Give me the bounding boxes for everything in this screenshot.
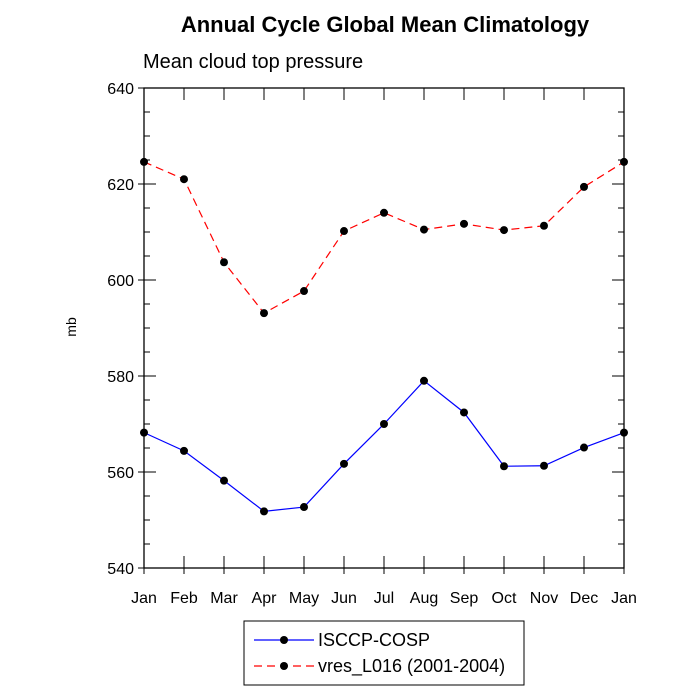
x-tick-label: Oct: [492, 590, 517, 607]
x-tick-label: Mar: [210, 590, 238, 607]
data-point-0-9: [500, 462, 508, 471]
data-point-1-2: [220, 258, 228, 267]
data-point-0-0: [140, 428, 148, 437]
data-point-1-4: [300, 287, 308, 296]
data-point-1-8: [460, 219, 468, 228]
x-tick-label: Apr: [252, 590, 278, 607]
chart-subtitle: Mean cloud top pressure: [143, 51, 363, 73]
data-point-1-9: [500, 226, 508, 235]
data-point-1-6: [380, 208, 388, 217]
x-tick-label: Sep: [450, 590, 479, 607]
x-tick-label: May: [289, 590, 319, 607]
axis-ticks: [138, 87, 625, 574]
data-point-0-5: [340, 459, 348, 468]
data-point-1-7: [420, 225, 428, 234]
y-tick-label: 580: [107, 369, 134, 386]
data-point-1-11: [580, 182, 588, 191]
x-tick-label: Dec: [570, 590, 598, 607]
y-tick-label: 620: [107, 177, 134, 194]
x-tick-label: Jan: [131, 590, 157, 607]
data-point-1-5: [340, 227, 348, 236]
data-point-0-8: [460, 408, 468, 417]
series-line-0: [143, 379, 625, 512]
data-point-1-3: [260, 309, 268, 318]
data-point-1-12: [620, 157, 628, 166]
data-point-0-3: [260, 507, 268, 516]
series-line-1: [143, 161, 625, 314]
data-point-1-1: [180, 175, 188, 184]
data-point-1-10: [540, 221, 548, 230]
data-point-1-0: [140, 157, 148, 166]
legend: ISCCP-COSP vres_L016 (2001-2004): [243, 620, 525, 686]
legend-label-isccp-cosp: ISCCP-COSP: [318, 630, 430, 650]
legend-label-vres-l016: vres_L016 (2001-2004): [318, 656, 505, 677]
data-point-0-1: [180, 446, 188, 455]
y-tick-label: 560: [107, 465, 134, 482]
data-point-0-11: [580, 443, 588, 452]
y-tick-label: 540: [107, 561, 134, 578]
legend-box: [243, 620, 525, 686]
chart-title: Annual Cycle Global Mean Climatology: [181, 12, 590, 37]
x-tick-label: Feb: [170, 590, 198, 607]
plot-frame: [143, 87, 625, 569]
y-tick-label: 600: [107, 273, 134, 290]
x-tick-label: Nov: [530, 590, 558, 607]
x-tick-label: Aug: [410, 590, 438, 607]
data-point-0-6: [380, 420, 388, 428]
y-axis-label: mb: [63, 317, 79, 337]
x-tick-label: Jul: [374, 590, 394, 607]
tick-labels: Jan Feb Mar Apr May Jun Jul Aug Sep Oct Nov Dec Jan 5…: [107, 81, 637, 607]
data-point-0-7: [420, 376, 428, 385]
x-tick-label: Jun: [331, 590, 357, 607]
legend-marker-isccp-cosp: [280, 636, 288, 644]
data-point-0-12: [620, 428, 628, 437]
data-point-0-2: [220, 476, 228, 485]
series-layer: [140, 157, 628, 516]
data-point-0-10: [540, 461, 548, 470]
x-tick-label: Jan: [611, 590, 637, 607]
y-tick-label: 640: [107, 81, 134, 98]
data-point-0-4: [300, 503, 308, 512]
legend-marker-vres-l016: [280, 662, 288, 670]
